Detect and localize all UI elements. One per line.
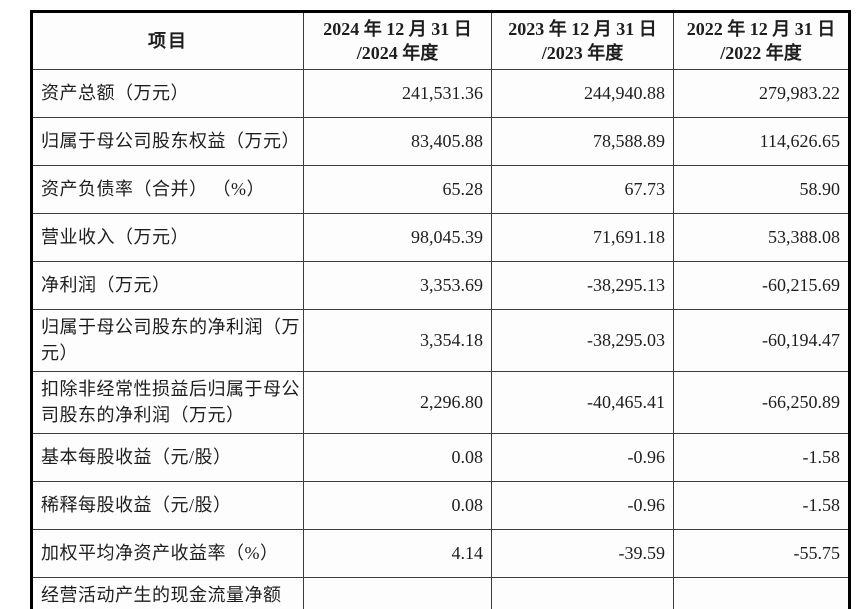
value-2022: 279,983.22	[673, 69, 850, 118]
row-label: 基本每股收益（元/股）	[31, 433, 304, 483]
value-2024: 241,531.36	[303, 69, 492, 118]
row-label: 资产总额（万元）	[31, 69, 304, 118]
value-2023: -0.96	[491, 433, 674, 483]
row-label: 营业收入（万元）	[31, 213, 304, 262]
value-2022: -1.58	[673, 481, 850, 531]
value-2024: 3,354.18	[303, 308, 492, 373]
value-2022: -60,215.69	[673, 261, 850, 310]
row-label: 稀释每股收益（元/股）	[31, 481, 304, 531]
table-header: 项目 2024 年 12 月 31 日 /2024 年度 2023 年 12 月…	[31, 11, 850, 70]
value-2022: 53,388.08	[673, 213, 850, 262]
row-label: 归属于母公司股东权益（万元）	[31, 117, 304, 166]
value-2024: 0.08	[303, 481, 492, 531]
financial-summary-table: 项目 2024 年 12 月 31 日 /2024 年度 2023 年 12 月…	[30, 10, 851, 609]
value-2024: 4.14	[303, 529, 492, 579]
value-2024: 65.28	[303, 165, 492, 214]
table-row: 资产负债率（合并） （%） 65.28 67.73 58.90	[31, 165, 850, 214]
column-header-item: 项目	[31, 11, 304, 70]
row-label: 加权平均净资产收益率（%）	[31, 529, 304, 579]
table-row: 加权平均净资产收益率（%） 4.14 -39.59 -55.75	[31, 529, 850, 579]
value-2023: -38,295.03	[491, 308, 674, 373]
value-2022: 58.90	[673, 165, 850, 214]
column-header-2022: 2022 年 12 月 31 日 /2022 年度	[673, 11, 850, 70]
value-2022: -55.75	[673, 529, 850, 579]
value-2024: 98,045.39	[303, 213, 492, 262]
table-row: 基本每股收益（元/股） 0.08 -0.96 -1.58	[31, 433, 850, 483]
column-header-2023: 2023 年 12 月 31 日 /2023 年度	[491, 11, 674, 70]
row-label: 净利润（万元）	[31, 261, 304, 310]
value-2024: 0.08	[303, 433, 492, 483]
value-2023: -7,664.64	[491, 577, 674, 609]
header-2023-line1: 2023 年 12 月 31 日	[508, 18, 657, 39]
row-label: 归属于母公司股东的净利润（万 元）	[31, 308, 304, 373]
value-2022: 114,626.65	[673, 117, 850, 166]
value-2022: -66,250.89	[673, 371, 850, 435]
value-2024: 83,405.88	[303, 117, 492, 166]
header-2022-line1: 2022 年 12 月 31 日	[686, 18, 836, 39]
value-2023: 71,691.18	[491, 213, 674, 262]
value-2024: 3,353.69	[303, 261, 492, 310]
header-2024-line1: 2024 年 12 月 31 日	[323, 18, 472, 39]
row-label: 扣除非经常性损益后归属于母公 司股东的净利润（万元）	[31, 371, 304, 435]
header-row: 项目 2024 年 12 月 31 日 /2024 年度 2023 年 12 月…	[31, 11, 850, 70]
value-2023: -0.96	[491, 481, 674, 531]
table-body: 资产总额（万元） 241,531.36 244,940.88 279,983.2…	[31, 69, 850, 609]
value-2022: -30,326.47	[673, 577, 850, 609]
header-2022-line2: /2022 年度	[720, 43, 802, 63]
row-label: 资产负债率（合并） （%）	[31, 165, 304, 214]
value-2022: -60,194.47	[673, 308, 850, 373]
value-2023: 244,940.88	[491, 69, 674, 118]
table-row: 经营活动产生的现金流量净额（万 元） 21,124.59 -7,664.64 -…	[31, 577, 850, 609]
table-row: 净利润（万元） 3,353.69 -38,295.13 -60,215.69	[31, 261, 850, 310]
value-2022: -1.58	[673, 433, 850, 483]
column-header-2024: 2024 年 12 月 31 日 /2024 年度	[303, 11, 492, 70]
value-2023: 67.73	[491, 165, 674, 214]
row-label: 经营活动产生的现金流量净额（万 元）	[31, 577, 304, 609]
table-row: 扣除非经常性损益后归属于母公 司股东的净利润（万元） 2,296.80 -40,…	[31, 371, 850, 435]
header-2024-line2: /2024 年度	[356, 43, 439, 63]
table-row: 营业收入（万元） 98,045.39 71,691.18 53,388.08	[31, 213, 850, 262]
value-2023: 78,588.89	[491, 117, 674, 166]
table-row: 资产总额（万元） 241,531.36 244,940.88 279,983.2…	[31, 69, 850, 118]
table-row: 归属于母公司股东权益（万元） 83,405.88 78,588.89 114,6…	[31, 117, 850, 166]
value-2023: -38,295.13	[491, 261, 674, 310]
header-2023-line2: /2023 年度	[541, 43, 624, 63]
value-2024: 2,296.80	[303, 371, 492, 435]
table-row: 归属于母公司股东的净利润（万 元） 3,354.18 -38,295.03 -6…	[31, 308, 850, 373]
value-2023: -39.59	[491, 529, 674, 579]
value-2023: -40,465.41	[491, 371, 674, 435]
table-row: 稀释每股收益（元/股） 0.08 -0.96 -1.58	[31, 481, 850, 531]
value-2024: 21,124.59	[303, 577, 492, 609]
